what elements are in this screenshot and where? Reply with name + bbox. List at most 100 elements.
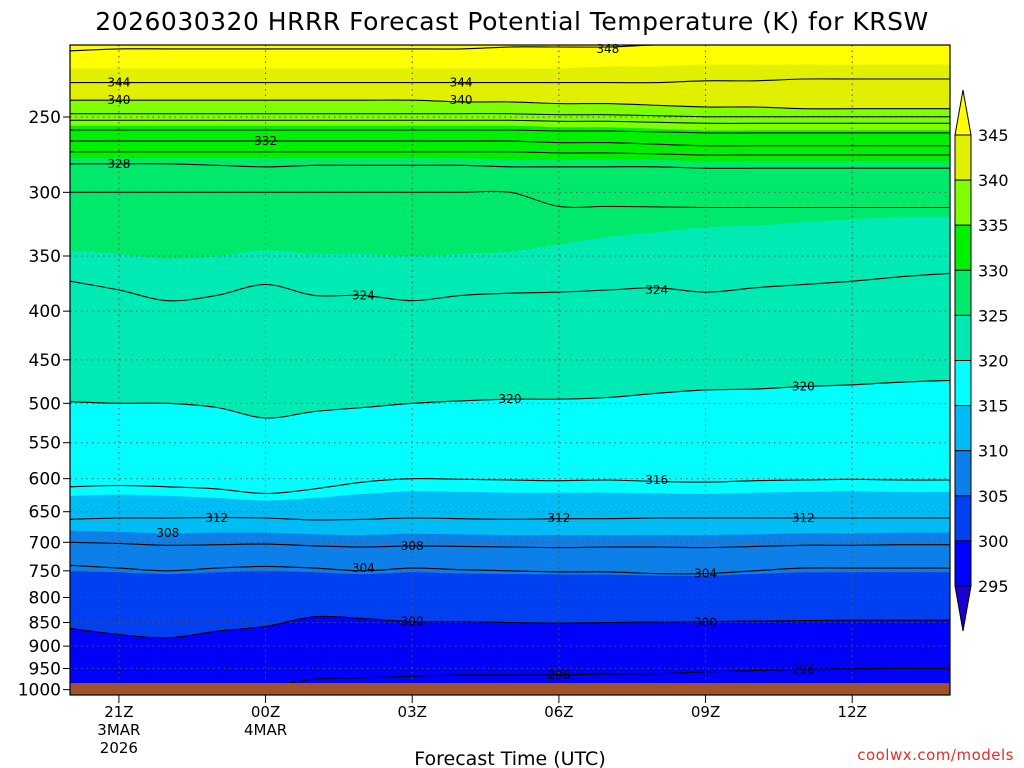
contour-label-304-18: 304	[694, 567, 717, 581]
colorbar-label-340: 340	[978, 171, 1009, 190]
contour-label-296-21: 296	[547, 668, 570, 682]
colorbar-label-320: 320	[978, 352, 1009, 371]
y-tick-label-300: 300	[29, 183, 61, 203]
y-tick-label-450: 450	[29, 351, 61, 371]
colorbar-label-295: 295	[978, 577, 1009, 596]
contour-312	[70, 516, 950, 521]
contour-label-text: 312	[547, 511, 570, 525]
y-tick-label-500: 500	[29, 394, 61, 414]
x-tick-label-21Z: 21Z	[104, 703, 133, 721]
contour-label-312-12: 312	[205, 511, 228, 525]
contour-label-text: 324	[352, 288, 375, 302]
y-tick-label-550: 550	[29, 434, 61, 454]
colorbar-label-330: 330	[978, 261, 1009, 280]
colorbar-segment-6	[954, 405, 972, 452]
contour-label-text: 344	[450, 76, 473, 90]
contour-label-328-5: 328	[107, 157, 130, 171]
colorbar-label-310: 310	[978, 442, 1009, 461]
y-tick-label-800: 800	[29, 588, 61, 608]
contour-label-text: 348	[596, 42, 619, 56]
colorbar-segment-4	[954, 314, 972, 361]
contour-label-text: 324	[645, 283, 668, 297]
colorbar-label-315: 315	[978, 397, 1009, 416]
contour-extra-330	[70, 151, 950, 156]
contour-label-text: 328	[107, 157, 130, 171]
y-tick-label-400: 400	[29, 302, 61, 322]
x-tick-label-00Z: 00Z	[251, 703, 280, 721]
colorbar-bottom-arrow	[954, 585, 972, 632]
contour-348	[70, 45, 950, 52]
y-tick-label-250: 250	[29, 108, 61, 128]
y-tick-label-700: 700	[29, 533, 61, 553]
contour-label-308-15: 308	[156, 526, 179, 540]
contour-extra-336	[70, 119, 950, 124]
colorbar-segment-0	[954, 134, 972, 181]
contour-304	[70, 564, 950, 575]
y-tick-label-950: 950	[29, 659, 61, 679]
fill-band-11	[70, 45, 950, 69]
contour-label-text: 308	[156, 526, 179, 540]
contour-label-text: 320	[792, 379, 815, 393]
x-tick-sub1-00Z: 4MAR	[244, 721, 287, 739]
contour-label-308-16: 308	[401, 539, 424, 553]
contour-label-text: 304	[352, 561, 375, 575]
contour-316	[70, 478, 950, 495]
contour-labels: 344 344 340 340 332 328 348 324 324 320 320 316 312 3…	[107, 42, 815, 682]
colorbar-label-325: 325	[978, 306, 1009, 325]
contour-label-324-8: 324	[645, 283, 668, 297]
contour-label-312-13: 312	[547, 511, 570, 525]
contour-label-332-4: 332	[254, 134, 277, 148]
plot-frame	[69, 44, 951, 696]
contour-300	[70, 615, 950, 639]
contour-label-text: 340	[107, 93, 130, 107]
x-axis-label: Forecast Time (UTC)	[414, 748, 605, 768]
contour-extra-338	[70, 113, 950, 118]
y-tick-label-1000: 1000	[18, 681, 61, 701]
contour-extra-326	[70, 190, 950, 209]
contour-332	[70, 140, 950, 147]
colorbar-segment-2	[954, 224, 972, 271]
chart-title: 2026030320 HRRR Forecast Potential Tempe…	[95, 7, 928, 36]
x-tick-label-06Z: 06Z	[544, 703, 573, 721]
contour-label-text: 308	[401, 539, 424, 553]
y-tick-label-350: 350	[29, 247, 61, 267]
contour-label-text: 344	[107, 76, 130, 90]
x-tick-label-12Z: 12Z	[838, 703, 867, 721]
x-tick-label-09Z: 09Z	[691, 703, 720, 721]
y-tick-label-850: 850	[29, 614, 61, 634]
contour-label-344-0: 344	[107, 76, 130, 90]
ground-surface	[70, 683, 950, 695]
colorbar-top-arrow	[954, 89, 972, 136]
fill-band-4	[70, 490, 950, 536]
x-tick-label-03Z: 03Z	[398, 703, 427, 721]
contour-lines	[70, 45, 950, 695]
colorbar-label-335: 335	[978, 216, 1009, 235]
colorbar-label-345: 345	[978, 126, 1009, 145]
contour-296	[70, 667, 950, 695]
contour-340	[70, 99, 950, 110]
contour-label-324-7: 324	[352, 288, 375, 302]
contour-label-300-20: 300	[694, 616, 717, 630]
contour-324	[70, 272, 950, 302]
colorbar-segment-1	[954, 179, 972, 226]
contour-label-text: 304	[694, 567, 717, 581]
contour-label-text: 320	[499, 392, 522, 406]
y-tick-label-600: 600	[29, 470, 61, 490]
contour-label-text: 296	[792, 662, 815, 676]
contour-label-304-17: 304	[352, 561, 375, 575]
contour-328	[70, 163, 950, 169]
contour-label-text: 296	[547, 668, 570, 682]
contour-label-text: 300	[694, 616, 717, 630]
contour-label-text: 316	[645, 473, 668, 487]
colorbar-segment-8	[954, 495, 972, 542]
x-tick-sub1-21Z: 3MAR	[97, 721, 140, 739]
contour-label-348-6: 348	[596, 42, 619, 56]
contour-label-344-1: 344	[450, 76, 473, 90]
colorbar-label-300: 300	[978, 532, 1009, 551]
pressure-axis: 250 300 350 400 450 500 550 600 650 700 750 800 850 9…	[18, 108, 70, 701]
x-tick-sub2-21Z: 2026	[100, 739, 138, 757]
colorbar: 345 340 335 330 325 320 315 310 305 300 295	[954, 89, 1009, 632]
contour-label-316-11: 316	[645, 473, 668, 487]
contour-label-text: 312	[792, 511, 815, 525]
